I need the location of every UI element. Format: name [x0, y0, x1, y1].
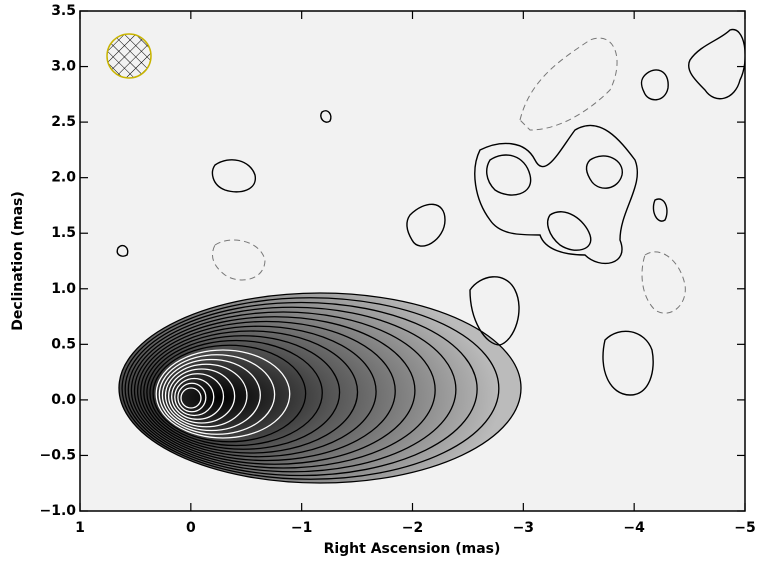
- contour: [116, 244, 129, 257]
- x-tick-label: −1: [291, 520, 312, 536]
- y-tick-label: −0.5: [39, 447, 76, 463]
- contour: [140, 325, 377, 458]
- contour: [652, 198, 668, 222]
- contour: [585, 155, 623, 189]
- contour: [180, 387, 202, 409]
- negative-contour: [641, 251, 686, 314]
- contour: [149, 339, 323, 447]
- contour: [602, 330, 654, 396]
- contour: [320, 110, 332, 123]
- contour: [136, 320, 396, 462]
- contour: [121, 297, 500, 480]
- x-tick-label: −3: [513, 520, 534, 536]
- y-tick-label: 3.0: [51, 59, 76, 75]
- negative-contour: [519, 37, 618, 131]
- contour: [171, 373, 225, 420]
- contour: [486, 154, 532, 196]
- contour: [174, 377, 215, 417]
- y-tick-label: 2.0: [51, 170, 76, 186]
- y-tick-label: 3.5: [51, 3, 76, 19]
- contour: [146, 335, 341, 450]
- y-tick-label: 0.0: [51, 392, 76, 408]
- x-tick-label: −5: [734, 520, 755, 536]
- x-tick-label: 0: [186, 520, 196, 536]
- y-tick-label: 1.0: [51, 281, 76, 297]
- contour: [133, 316, 416, 465]
- contour: [640, 69, 669, 101]
- negative-contour: [212, 239, 266, 281]
- contour: [474, 124, 638, 265]
- jet-contours: [118, 292, 522, 484]
- contour: [469, 276, 520, 346]
- contour: [211, 159, 256, 193]
- contour: [167, 368, 236, 424]
- x-axis-label: Right Ascension (mas): [324, 541, 501, 557]
- beam: [106, 33, 152, 79]
- x-tick-label: −4: [623, 520, 645, 536]
- contour: [124, 301, 478, 477]
- contour: [158, 354, 276, 435]
- contour: [143, 330, 359, 454]
- contour: [547, 211, 592, 251]
- y-tick-label: 2.5: [51, 114, 76, 130]
- y-axis-label: Declination (mas): [10, 191, 26, 331]
- y-tick-label: 1.5: [51, 225, 76, 241]
- contour: [152, 344, 307, 443]
- x-tick-label: −2: [402, 520, 423, 536]
- contour: [406, 203, 446, 247]
- y-tick-label: −1.0: [39, 503, 76, 519]
- contour: [177, 382, 207, 413]
- contour: [130, 311, 436, 469]
- contour: [161, 358, 261, 432]
- contour: [688, 29, 745, 100]
- contour: [164, 363, 248, 428]
- contour: [155, 349, 291, 439]
- y-tick-label: 0.5: [51, 336, 76, 352]
- contour: [118, 292, 522, 484]
- map: [116, 29, 745, 484]
- x-tick-label: 1: [75, 520, 85, 536]
- contour: [127, 306, 457, 473]
